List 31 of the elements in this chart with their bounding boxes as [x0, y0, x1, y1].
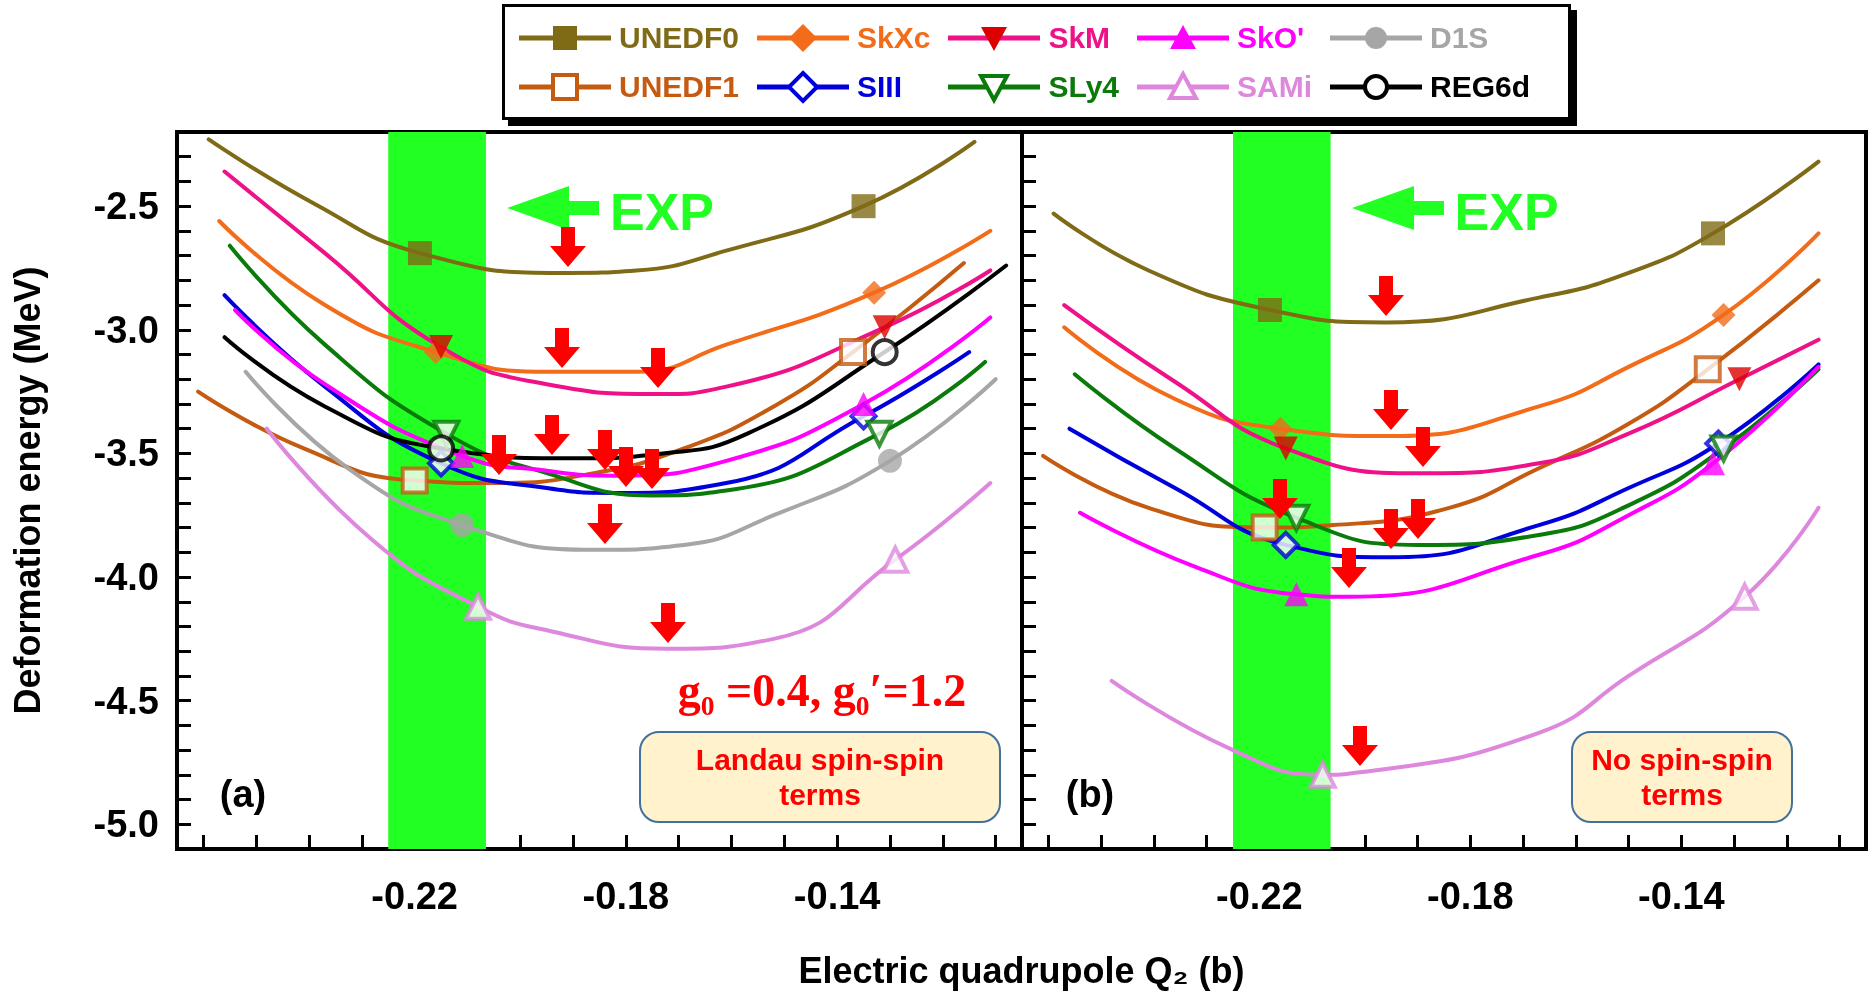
x-tick-label: -0.22 — [1216, 875, 1303, 917]
band-label: EXP — [1454, 183, 1559, 241]
legend-label: SLy4 — [1048, 69, 1119, 104]
x-tick-label: -0.22 — [371, 875, 458, 917]
legend-label: SkXc — [857, 20, 931, 55]
y-tick-label: -4.5 — [93, 679, 159, 722]
legend-label: D1S — [1430, 20, 1489, 55]
y-tick-label: -3.0 — [93, 308, 159, 351]
legend-label: REG6d — [1430, 69, 1531, 104]
x-axis-title: Electric quadrupole Q₂ (b) — [797, 950, 1246, 992]
x-tick-label: -0.18 — [1427, 875, 1514, 917]
legend-label: SAMi — [1237, 69, 1312, 104]
text-box: Landau spin-spin terms — [639, 731, 1001, 823]
annotation: (b) — [1065, 773, 1115, 815]
x-tick-label: -0.18 — [582, 875, 670, 917]
y-tick-label: -3.5 — [93, 432, 159, 475]
legend-label: UNEDF0 — [619, 20, 740, 55]
legend-label: SkO' — [1237, 20, 1305, 55]
legend-label: UNEDF1 — [619, 69, 740, 104]
legend-label: SIII — [857, 69, 903, 104]
legend-label: SkM — [1048, 20, 1111, 55]
y-axis-title: Deformation energy (MeV) — [6, 266, 48, 715]
y-tick-label: -4.0 — [93, 556, 159, 599]
y-tick-label: -2.5 — [93, 185, 159, 228]
x-tick-label: -0.14 — [793, 875, 881, 917]
text-box: No spin-spin terms — [1571, 731, 1793, 823]
band-label: EXP — [609, 183, 715, 241]
annotation: g₀ =0.4, g₀′=1.2 — [677, 664, 967, 716]
x-tick-label: -0.14 — [1638, 875, 1725, 917]
y-tick-label: -5.0 — [93, 803, 159, 846]
annotation: (a) — [219, 773, 267, 815]
